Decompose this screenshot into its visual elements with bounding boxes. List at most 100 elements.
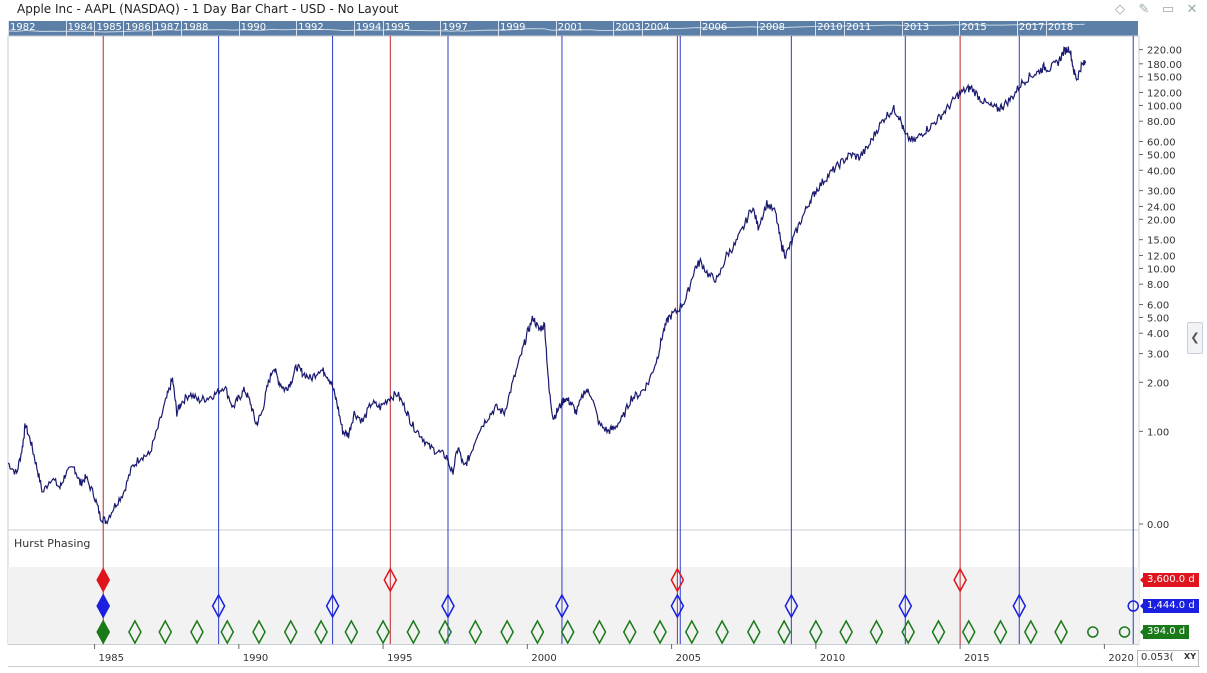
- y-tick-label: 80.00: [1147, 117, 1176, 128]
- hurst-trough-diamond: [1054, 619, 1068, 645]
- y-tick-label: 220.00: [1147, 46, 1182, 57]
- hurst-trough-diamond: [1012, 593, 1027, 619]
- hurst-trough-diamond: [314, 619, 328, 645]
- overview-year-label: 1997: [442, 22, 468, 33]
- hurst-period-badge: 394.0 d: [1143, 625, 1190, 639]
- overview-year-label: 1990: [240, 22, 267, 33]
- price-plot-area: [7, 35, 1140, 531]
- y-tick-label: 50.00: [1147, 150, 1176, 161]
- overview-year-tick: [382, 21, 384, 36]
- x-tick-label: 2015: [964, 653, 989, 664]
- hurst-period-badge: 3,600.0 d: [1143, 573, 1199, 587]
- hurst-trough-diamond: [715, 619, 729, 645]
- hurst-trough-diamond: [898, 593, 913, 619]
- overview-year-tick: [123, 21, 125, 36]
- restore-icon[interactable]: ▭: [1161, 2, 1175, 17]
- y-tick-label: 6.00: [1147, 301, 1169, 312]
- hurst-trough-diamond: [406, 619, 421, 645]
- overview-year-tick: [296, 21, 298, 36]
- window-controls: ◇ ✎ ▭ ✕: [1113, 2, 1199, 17]
- overview-year-tick: [959, 21, 961, 36]
- y-tick-label: 24.00: [1147, 202, 1176, 213]
- y-tick-label: 150.00: [1147, 73, 1182, 84]
- overview-year-tick: [613, 21, 615, 36]
- collapse-panel-icon[interactable]: ❮: [1187, 322, 1203, 354]
- overview-year-tick: [1045, 21, 1047, 36]
- overview-year-label: 2004: [644, 22, 670, 33]
- hurst-trough-diamond: [468, 619, 483, 645]
- hurst-projected-circle: [1087, 626, 1099, 638]
- overview-year-label: 1982: [10, 22, 36, 33]
- y-tick-label: 20.00: [1147, 215, 1176, 226]
- hurst-trough-diamond: [839, 619, 854, 645]
- overview-year-tick: [815, 21, 817, 36]
- hurst-trough-diamond: [128, 619, 142, 645]
- overview-year-label: 2017: [1018, 22, 1045, 33]
- overview-year-label: 2015: [961, 22, 987, 33]
- overview-price-path: [8, 23, 1085, 33]
- xy-toggle[interactable]: XY: [1184, 652, 1196, 661]
- y-tick-label: 0.00: [1147, 520, 1169, 531]
- hurst-trough-diamond: [901, 619, 916, 645]
- close-icon[interactable]: ✕: [1186, 2, 1198, 17]
- hurst-trough-diamond: [252, 619, 266, 645]
- overview-year-label: 1995: [384, 22, 411, 33]
- hurst-trough-diamond: [344, 619, 359, 645]
- pin-icon[interactable]: ✎: [1138, 2, 1150, 17]
- overview-year-tick: [1016, 21, 1018, 36]
- hurst-trough-diamond: [438, 619, 452, 645]
- overview-year-tick: [555, 21, 557, 36]
- hurst-trough-diamond: [560, 619, 575, 645]
- y-tick-label: 60.00: [1147, 138, 1176, 149]
- y-tick-label: 4.00: [1147, 329, 1169, 340]
- overview-year-tick: [65, 21, 67, 36]
- y-tick-label: 10.00: [1147, 264, 1176, 275]
- hurst-trough-diamond: [376, 619, 390, 645]
- hurst-panel-label: Hurst Phasing: [14, 537, 91, 550]
- overview-year-label: 1986: [125, 22, 151, 33]
- x-tick-label: 1985: [99, 653, 124, 664]
- overview-year-label: 1985: [96, 22, 122, 33]
- hurst-trough-diamond: [961, 619, 976, 645]
- diamond-icon[interactable]: ◇: [1115, 2, 1125, 17]
- x-tick-label: 2010: [820, 653, 845, 664]
- hurst-trough-diamond: [158, 619, 173, 645]
- overview-year-tick: [757, 21, 759, 36]
- hurst-trough-diamond: [555, 593, 569, 619]
- overview-year-tick: [901, 21, 903, 36]
- hurst-projected-circle: [1127, 600, 1139, 612]
- hurst-trough-diamond: [670, 593, 685, 619]
- hurst-trough-diamond: [96, 593, 111, 619]
- y-tick-label: 120.00: [1147, 89, 1182, 100]
- overview-year-tick: [8, 21, 9, 36]
- overview-year-tick: [152, 21, 154, 36]
- hurst-trough-diamond: [96, 619, 111, 645]
- x-tick-label: 2000: [531, 653, 556, 664]
- overview-year-tick: [642, 21, 644, 36]
- overview-year-label: 1984: [67, 22, 94, 33]
- overview-year-label: 1992: [298, 22, 324, 33]
- hurst-trough-diamond: [931, 619, 946, 645]
- y-tick-label: 100.00: [1147, 101, 1182, 112]
- xy-scale-box[interactable]: 0.053( XY: [1137, 650, 1199, 667]
- x-tick-label: 1990: [243, 653, 268, 664]
- y-tick-label: 30.00: [1147, 187, 1176, 198]
- overview-year-label: 2006: [701, 22, 728, 33]
- hurst-trough-diamond: [211, 593, 226, 619]
- y-tick-label: 180.00: [1147, 60, 1182, 71]
- hurst-trough-diamond: [653, 619, 667, 645]
- overview-year-tick: [843, 21, 845, 36]
- overview-year-label: 2010: [817, 22, 843, 33]
- hurst-trough-diamond: [622, 619, 637, 645]
- y-tick-label: 8.00: [1147, 280, 1169, 291]
- hurst-period-badge: 1,444.0 d: [1143, 599, 1199, 613]
- hurst-trough-diamond: [784, 593, 799, 619]
- y-tick-label: 40.00: [1147, 166, 1176, 177]
- hurst-trough-diamond: [684, 619, 699, 645]
- overview-year-label: 2008: [759, 22, 785, 33]
- overview-navigator[interactable]: 1982 1984 1985 1986 1987 1988 1990 1992 1994 1995…: [8, 21, 1138, 36]
- hurst-trough-diamond: [383, 567, 398, 593]
- hurst-projected-circle: [1118, 626, 1131, 638]
- hurst-trough-diamond: [283, 619, 298, 645]
